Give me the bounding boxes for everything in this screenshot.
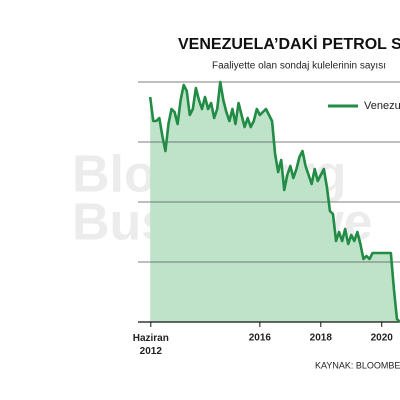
- chart-subtitle: Faaliyette olan sondaj kulelerinin sayıs…: [212, 61, 386, 72]
- legend-label: Venezu: [364, 100, 400, 112]
- line: [148, 80, 400, 323]
- x-tick-label: Haziran 2012: [133, 333, 169, 357]
- x-tick-label: 2020: [371, 333, 394, 344]
- chart-title: VENEZUELA’DAKİ PETROL S: [178, 35, 400, 53]
- source: KAYNAK: BLOOMBER: [315, 360, 400, 370]
- x-tick-label: 2016: [249, 333, 272, 344]
- x-tick-label: 2018: [310, 333, 333, 344]
